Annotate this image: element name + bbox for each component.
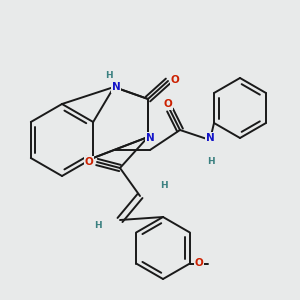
Text: H: H xyxy=(105,70,113,80)
Text: O: O xyxy=(164,99,172,109)
Text: O: O xyxy=(194,259,203,269)
Text: H: H xyxy=(160,182,168,190)
Text: N: N xyxy=(112,82,120,92)
Text: H: H xyxy=(94,221,102,230)
Text: O: O xyxy=(85,157,93,167)
Text: O: O xyxy=(171,75,179,85)
Text: H: H xyxy=(207,157,215,166)
Text: N: N xyxy=(146,133,154,143)
Text: N: N xyxy=(206,133,214,143)
